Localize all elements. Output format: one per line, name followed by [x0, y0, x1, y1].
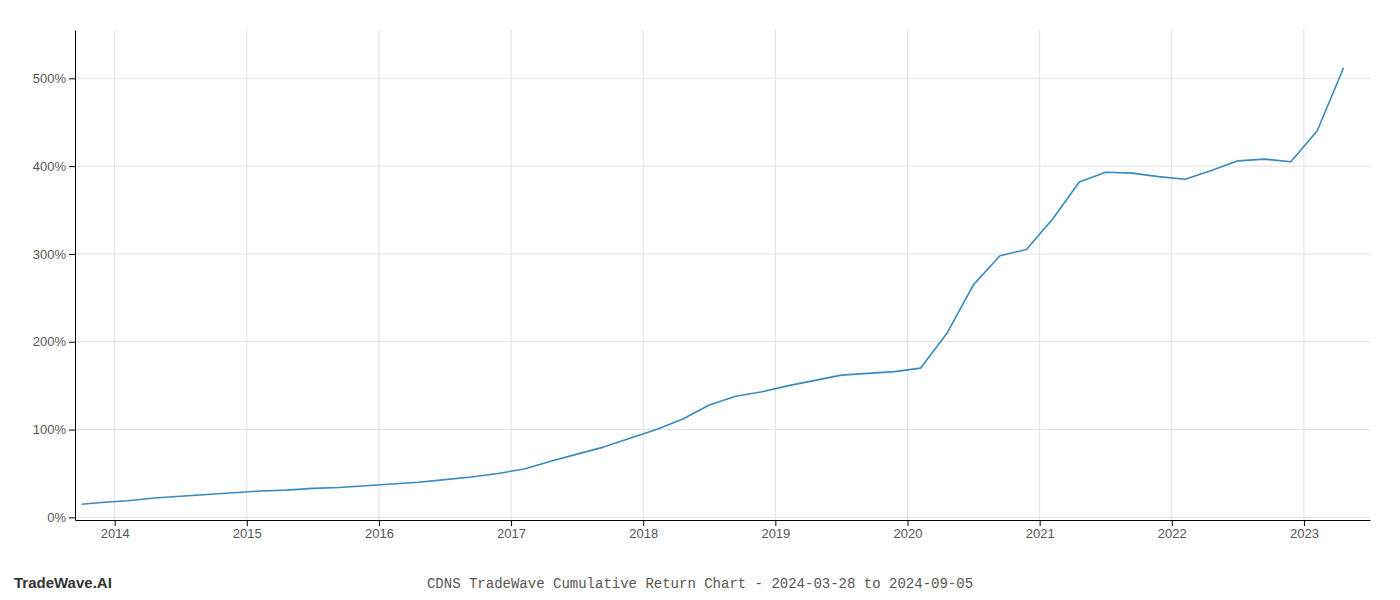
grid-line	[75, 517, 1370, 518]
tick: 100%	[33, 422, 75, 437]
tick-label: 2019	[761, 526, 790, 541]
tick: 2019	[761, 520, 790, 541]
tick: 2023	[1290, 520, 1319, 541]
marks	[82, 68, 1344, 504]
tick-mark	[69, 430, 75, 431]
tick-label: 2016	[365, 526, 394, 541]
tick-label: 2018	[629, 526, 658, 541]
tick-mark	[69, 166, 75, 167]
tick-label: 2021	[1026, 526, 1055, 541]
tick: 2016	[365, 520, 394, 541]
grid-line	[907, 30, 908, 520]
tick-mark	[115, 520, 116, 526]
tick: 2014	[101, 520, 130, 541]
tick: 2018	[629, 520, 658, 541]
tick-label: 2020	[894, 526, 923, 541]
grid-line	[246, 30, 247, 520]
tick-mark	[69, 78, 75, 79]
plot-area: 2014 2015 2016 2017 2018 2019 2020 2021 2022 2023…	[33, 30, 1371, 541]
tick: 400%	[33, 159, 75, 174]
tick-mark	[69, 517, 75, 518]
tick: 2015	[233, 520, 262, 541]
tick: 2022	[1158, 520, 1187, 541]
grid-line	[643, 30, 644, 520]
watermark: TradeWave.AI	[14, 574, 112, 591]
axis-line	[75, 31, 76, 521]
grid-line	[75, 166, 1370, 167]
tick: 2021	[1026, 520, 1055, 541]
tick: 300%	[33, 247, 75, 262]
y-axis: 0% 100% 200% 300% 400% 500%	[33, 31, 76, 526]
axis-line	[76, 520, 1371, 521]
tick: 500%	[33, 71, 75, 86]
tick-label: 2022	[1158, 526, 1187, 541]
grid-line	[75, 253, 1370, 254]
tick-mark	[69, 342, 75, 343]
x-axis: 2014 2015 2016 2017 2018 2019 2020 2021 2022 2023	[76, 520, 1371, 541]
line	[82, 68, 1344, 504]
tick-mark	[1304, 520, 1305, 526]
grid-line	[511, 30, 512, 520]
tick: 0%	[47, 510, 75, 525]
grid-line	[114, 30, 115, 520]
grid-line	[378, 30, 379, 520]
grid-line	[775, 30, 776, 520]
tick-label: 500%	[33, 71, 67, 86]
tick: 2020	[894, 520, 923, 541]
chart: 2014 2015 2016 2017 2018 2019 2020 2021 2022 2023…	[0, 0, 1400, 600]
tick-mark	[643, 520, 644, 526]
tick-mark	[69, 254, 75, 255]
grid-line	[75, 429, 1370, 430]
tick-mark	[247, 520, 248, 526]
tick: 200%	[33, 334, 75, 349]
tick-label: 2017	[497, 526, 526, 541]
tick-label: 100%	[33, 422, 67, 437]
grid	[75, 30, 1370, 520]
tick-mark	[908, 520, 909, 526]
tick-label: 0%	[47, 510, 66, 525]
tick-label: 400%	[33, 159, 67, 174]
tick-label: 200%	[33, 334, 67, 349]
tick-mark	[1040, 520, 1041, 526]
grid-line	[1039, 30, 1040, 520]
grid-line	[75, 341, 1370, 342]
grid-line	[75, 78, 1370, 79]
grid-line	[1171, 30, 1172, 520]
tick: 2017	[497, 520, 526, 541]
tick-label: 2015	[233, 526, 262, 541]
grid-line	[1303, 30, 1304, 520]
tick-label: 2014	[101, 526, 130, 541]
tick-label: 2023	[1290, 526, 1319, 541]
tick-mark	[775, 520, 776, 526]
tick-mark	[379, 520, 380, 526]
tick-mark	[511, 520, 512, 526]
tick-label: 300%	[33, 247, 67, 262]
title: CDNS TradeWave Cumulative Return Chart -…	[427, 576, 973, 592]
tick-mark	[1172, 520, 1173, 526]
